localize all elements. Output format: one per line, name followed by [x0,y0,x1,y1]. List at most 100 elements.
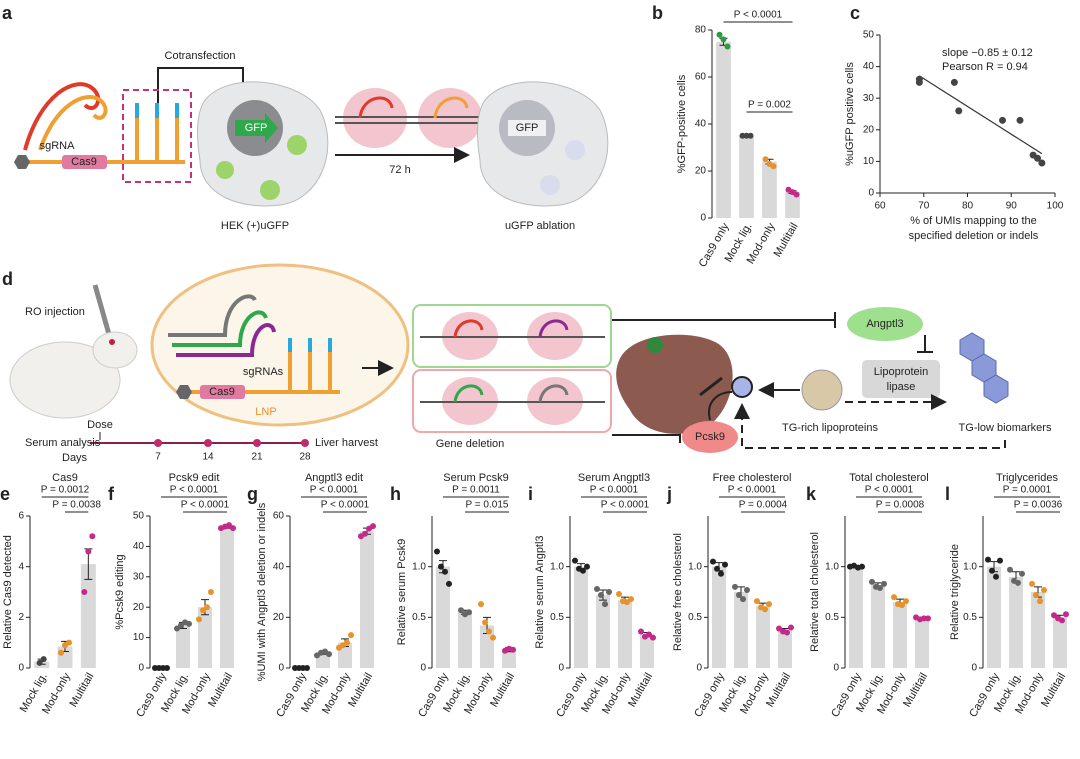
data-point [722,561,728,568]
bar [892,602,908,668]
label: Gene deletion [436,438,505,450]
data-point [164,665,170,671]
sgrna [172,310,268,347]
data-point [40,656,47,663]
vesicle [565,140,585,160]
data-point [714,565,720,572]
y-tick-label: 10 [133,632,145,643]
bar [986,566,1002,668]
data-point [1015,579,1021,586]
hex [14,155,30,169]
label: TG-low biomarkers [959,422,1052,434]
panel-letter: c [850,3,860,23]
x-tick-label: 100 [1047,201,1064,212]
data-point [899,602,905,609]
data-point [650,634,656,641]
y-tick-label: 0.5 [550,612,564,623]
y-tick-label: 40 [863,61,875,72]
y-axis-label: %GFP-positive cells [676,74,688,173]
p-value: P < 0.0001 [321,500,370,511]
data-point [1007,566,1013,573]
gfp-box [508,120,546,136]
guide [538,384,569,403]
bar [617,600,633,668]
label: Angptl3 [866,318,903,330]
chart-title: Total cholesterol [849,472,929,484]
data-point [584,563,590,570]
fit-line [919,75,1043,155]
y-tick-label: 2 [18,612,24,623]
label: 72 h [389,164,410,176]
x-axis-label: % of UMIs mapping to the [910,215,1037,227]
label: Cotransfection [165,50,236,62]
chart-title: Triglycerides [996,472,1058,484]
chart-title: Pcsk9 edit [169,472,220,484]
sgrna [168,294,257,337]
y-axis-label: Relative serum Pcsk9 [396,539,408,645]
hex [176,385,192,399]
bar [359,531,375,668]
bar [870,584,886,668]
day: 28 [299,452,311,463]
label: GFP [245,122,268,134]
panel-a: a Cotransfection sgRNA Cas9 GFP HEK (+)u… [2,3,609,232]
y-tick-label: 10 [863,156,875,167]
y-tick-label: 1.0 [550,561,564,572]
y-tick-label: 30 [863,93,875,104]
panel-letter: b [652,3,663,23]
y-tick-label: 0 [420,663,426,674]
data-point [716,31,723,38]
x-tick-label: 70 [918,201,930,212]
label: HEK (+)uGFP [221,220,289,232]
y-tick-label: 40 [273,561,285,572]
sgrna [176,323,276,357]
data-point [720,36,727,43]
receptor [699,376,723,397]
bar [435,566,451,668]
data-point [58,649,64,656]
tails [135,103,179,160]
data-point [877,584,883,591]
panel-letter: f [108,484,115,504]
bar [639,634,655,668]
data-point [744,586,750,593]
y-tick-label: 1.0 [963,561,977,572]
data-point [766,601,772,608]
data-point [572,557,578,564]
y-tick-label: 0 [700,213,706,224]
data-point [230,525,236,532]
data-point [344,639,350,646]
y-tick-label: 0.5 [412,612,426,623]
tails [288,338,332,390]
data-point [881,580,887,587]
bar [777,630,793,668]
data-point [869,578,875,585]
bar [1052,617,1068,668]
p-value: P = 0.002 [748,100,791,111]
data-point [891,594,897,601]
y-axis-label: %uGFP positive cells [844,62,856,166]
data-point [598,592,604,599]
y-axis-label: %Pcsk9 editing [114,554,126,629]
data-point [903,598,909,605]
y-tick-label: 50 [133,511,145,522]
annotation: Pearson R = 0.94 [942,61,1028,73]
y-axis-label: Relative serum Angptl3 [534,535,546,648]
y-tick-label: 40 [695,119,707,130]
data-point [1037,598,1043,605]
y-tick-label: 0 [971,663,977,674]
y-tick-label: 6 [18,511,24,522]
vesicle [260,180,280,200]
hexagon [983,374,1009,404]
data-point [66,639,72,646]
panel-letter: l [945,484,950,504]
day: 7 [155,452,161,463]
x-tick-label: 60 [874,201,886,212]
chart-title: Cas9 [52,472,78,484]
tg-particle [801,369,843,411]
y-tick-label: 0 [696,663,702,674]
data-point [594,585,600,592]
y-tick-label: 1.0 [825,561,839,572]
label: Lipoprotein [874,366,928,378]
panel-letter: j [666,484,672,504]
